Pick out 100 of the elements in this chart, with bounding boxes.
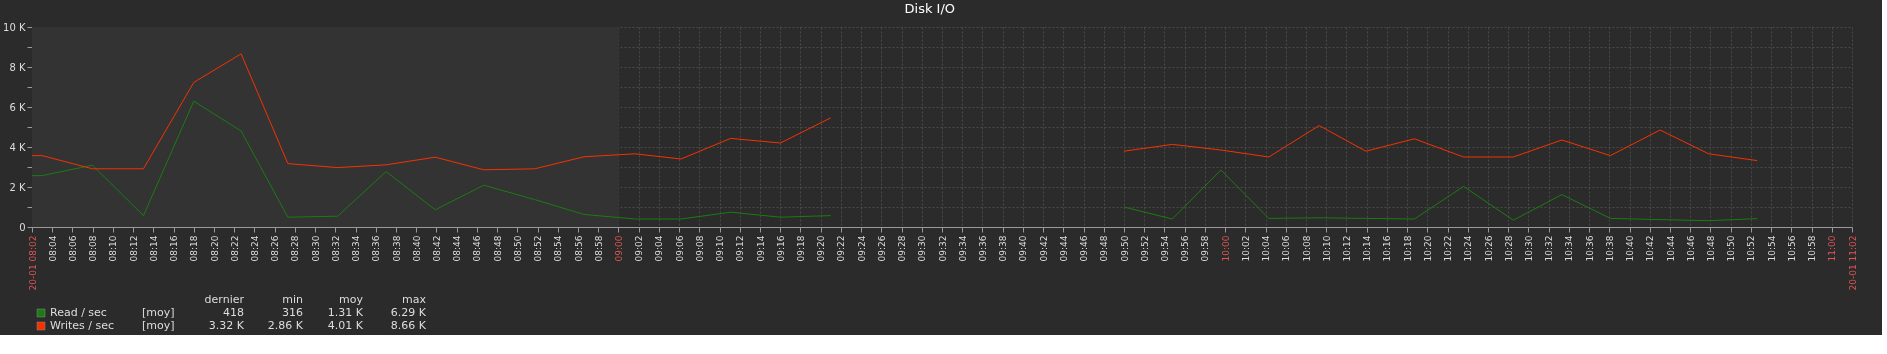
x-tick-label: 08:28: [290, 235, 301, 262]
text: 418: [223, 306, 244, 319]
text: 316: [282, 306, 303, 319]
text: max: [402, 293, 427, 306]
x-tick-label: 10:34: [1564, 235, 1575, 262]
x-tick-label: 08:16: [169, 235, 180, 262]
x-tick-label: 09:50: [1119, 235, 1130, 262]
x-tick-label: 08:34: [351, 235, 362, 262]
x-tick-label: 08:56: [573, 235, 584, 262]
x-tick-label: 10:58: [1807, 235, 1818, 262]
x-tick-label: 10:30: [1523, 235, 1534, 262]
x-tick-label: 10:14: [1362, 235, 1373, 262]
x-tick-label: 09:18: [795, 235, 806, 262]
text: dernier: [204, 293, 245, 306]
x-tick-label: 08:40: [411, 235, 422, 262]
x-tick-label: 09:04: [654, 235, 665, 262]
x-tick-label: 10:48: [1705, 235, 1716, 262]
x-tick-label: 09:14: [755, 235, 766, 262]
text: min: [282, 293, 304, 306]
x-tick-label: 09:56: [1180, 235, 1191, 262]
text: 2.86 K: [267, 319, 304, 332]
x-tick-label: 08:46: [472, 235, 483, 262]
x-tick-label: 20-01 08:02: [27, 235, 38, 291]
x-tick-label: 10:56: [1786, 235, 1797, 262]
x-tick-label: 10:20: [1422, 235, 1433, 262]
x-tick-label: 10:06: [1281, 235, 1292, 262]
text: 8.66 K: [390, 319, 427, 332]
x-tick-label: 09:36: [977, 235, 988, 262]
text: 3.32 K: [208, 319, 245, 332]
x-tick-label: 09:24: [856, 235, 867, 262]
x-tick-label: 08:24: [249, 235, 260, 262]
legend-label: Writes / sec: [50, 319, 115, 332]
x-tick-label: 10:18: [1402, 235, 1413, 262]
x-tick-label: 08:32: [330, 235, 341, 262]
x-tick-label: 10:02: [1240, 235, 1251, 262]
x-tick-label: 10:40: [1625, 235, 1636, 262]
x-tick-label: 10:24: [1463, 235, 1474, 262]
x-tick-label: 09:22: [836, 235, 847, 262]
x-tick-label: 08:20: [209, 235, 220, 262]
x-tick-label: 10:36: [1584, 235, 1595, 262]
x-tick-label: 10:50: [1726, 235, 1737, 262]
text: [moy]: [142, 306, 175, 319]
x-tick-label: 09:52: [1139, 235, 1150, 262]
chart-title: Disk I/O: [904, 1, 956, 16]
x-tick-label: 09:48: [1099, 235, 1110, 262]
text: 4.01 K: [327, 319, 364, 332]
x-tick-label: 08:48: [492, 235, 503, 262]
text: 1.31 K: [327, 306, 364, 319]
x-tick-label: 08:12: [128, 235, 139, 262]
x-tick-label: 10:42: [1645, 235, 1656, 262]
x-tick-label: 08:30: [310, 235, 321, 262]
x-tick-label: 10:32: [1544, 235, 1555, 262]
text: [moy]: [142, 319, 175, 332]
x-tick-label: 09:44: [1058, 235, 1069, 262]
text: 6.29 K: [390, 306, 427, 319]
x-tick-label: 08:08: [88, 235, 99, 262]
x-tick-label: 10:38: [1604, 235, 1615, 262]
x-tick-label: 08:36: [371, 235, 382, 262]
y-tick-label: 0: [19, 221, 26, 233]
x-tick-label: 10:44: [1665, 235, 1676, 262]
x-tick-label: 11:00: [1827, 235, 1838, 262]
x-tick-label: 09:46: [1079, 235, 1090, 262]
x-tick-label: 09:12: [735, 235, 746, 262]
x-tick-label: 08:18: [189, 235, 200, 262]
legend-label: Read / sec: [50, 306, 107, 319]
y-tick-label: 2 K: [9, 181, 26, 193]
y-tick-label: 6 K: [9, 101, 26, 113]
x-tick-label: 08:50: [512, 235, 523, 262]
text: moy: [339, 293, 364, 306]
x-tick-label: 08:10: [108, 235, 119, 262]
x-tick-label: 08:52: [533, 235, 544, 262]
x-tick-label: 08:22: [229, 235, 240, 262]
y-tick-label: 8 K: [9, 61, 26, 73]
x-tick-label: 09:58: [1200, 235, 1211, 262]
x-tick-label: 10:52: [1746, 235, 1757, 262]
x-tick-label: 10:28: [1503, 235, 1514, 262]
x-tick-label: 10:04: [1261, 235, 1272, 262]
x-tick-label: 10:26: [1483, 235, 1494, 262]
x-tick-label: 08:14: [148, 235, 159, 262]
x-tick-label: 09:20: [816, 235, 827, 262]
x-tick-label: 09:42: [1038, 235, 1049, 262]
y-tick-label: 10 K: [3, 21, 26, 33]
x-tick-label: 20-01 11:02: [1847, 235, 1858, 291]
x-tick-label: 08:58: [593, 235, 604, 262]
x-tick-label: 10:22: [1443, 235, 1454, 262]
x-tick-label: 10:08: [1301, 235, 1312, 262]
x-tick-label: 09:40: [1018, 235, 1029, 262]
x-tick-label: 09:32: [937, 235, 948, 262]
x-tick-label: 09:28: [897, 235, 908, 262]
x-tick-label: 10:12: [1341, 235, 1352, 262]
x-tick-label: 08:26: [270, 235, 281, 262]
y-tick-label: 4 K: [9, 141, 26, 153]
x-tick-label: 09:06: [674, 235, 685, 262]
x-tick-label: 09:02: [634, 235, 645, 262]
x-tick-label: 10:54: [1766, 235, 1777, 262]
x-tick-label: 09:54: [1159, 235, 1170, 262]
x-tick-label: 09:08: [694, 235, 705, 262]
x-tick-label: 08:44: [452, 235, 463, 262]
x-tick-label: 08:54: [553, 235, 564, 262]
x-tick-label: 08:42: [431, 235, 442, 262]
